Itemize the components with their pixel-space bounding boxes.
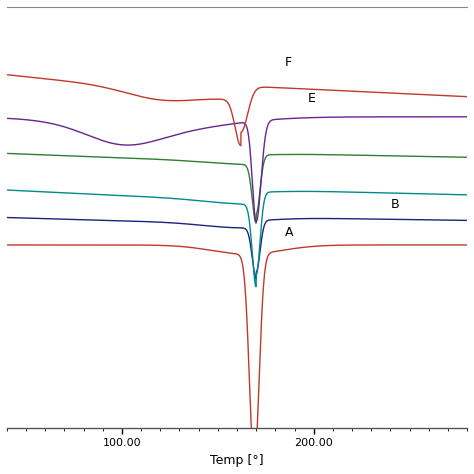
- Text: A: A: [285, 226, 293, 239]
- X-axis label: Temp [°]: Temp [°]: [210, 454, 264, 467]
- Text: B: B: [391, 198, 399, 211]
- Text: E: E: [308, 92, 316, 105]
- Text: F: F: [285, 55, 292, 69]
